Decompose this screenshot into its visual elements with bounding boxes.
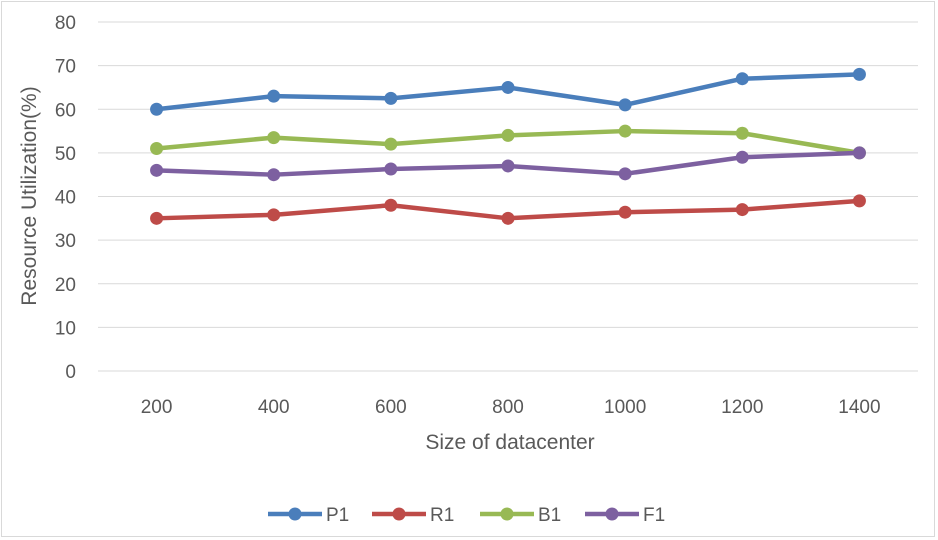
legend-item-b1: B1	[480, 505, 561, 526]
legend-item-p1: P1	[268, 505, 349, 526]
x-tick-label: 1000	[604, 397, 646, 418]
x-tick-label: 800	[492, 397, 524, 418]
y-tick-label: 0	[65, 362, 76, 383]
y-tick-label: 80	[55, 13, 76, 34]
data-point	[735, 150, 749, 164]
data-point	[150, 163, 164, 177]
legend: P1 R1 B1 F1	[268, 505, 665, 526]
legend-marker	[500, 507, 514, 521]
data-point	[852, 146, 866, 160]
data-point	[384, 198, 398, 212]
y-tick-label: 40	[55, 188, 76, 209]
data-point	[501, 211, 515, 225]
data-point	[618, 167, 632, 181]
legend-label: B1	[538, 505, 561, 526]
y-axis-title: Resource Utilization(%)	[18, 86, 41, 305]
data-point	[618, 98, 632, 112]
x-tick-label: 1400	[838, 397, 880, 418]
legend-item-r1: R1	[372, 505, 454, 526]
y-tick-label: 10	[55, 318, 76, 339]
data-point	[735, 72, 749, 86]
x-tick-label: 200	[141, 397, 173, 418]
y-tick-label: 20	[55, 275, 76, 296]
x-axis-title: Size of datacenter	[425, 431, 594, 454]
data-point	[267, 131, 281, 145]
data-point	[150, 211, 164, 225]
data-point	[267, 168, 281, 182]
y-axis-ticks: 0 10 20 30 40 50 60 70 80	[55, 13, 76, 383]
data-point	[618, 124, 632, 138]
data-point	[267, 89, 281, 103]
data-point	[150, 102, 164, 116]
y-tick-label: 30	[55, 231, 76, 252]
y-tick-label: 50	[55, 144, 76, 165]
data-point	[501, 128, 515, 142]
x-axis-ticks: 200 400 600 800 1000 1200 1400	[141, 397, 881, 418]
series-group	[150, 67, 866, 225]
data-point	[384, 137, 398, 151]
data-point	[852, 67, 866, 81]
legend-label: P1	[326, 505, 349, 526]
data-point	[150, 142, 164, 156]
y-tick-label: 70	[55, 57, 76, 78]
data-point	[852, 194, 866, 208]
legend-marker	[392, 507, 406, 521]
data-point	[384, 162, 398, 176]
legend-item-f1: F1	[585, 505, 665, 526]
data-point	[501, 159, 515, 173]
series-b1	[150, 124, 866, 160]
x-tick-label: 600	[375, 397, 407, 418]
legend-label: R1	[430, 505, 454, 526]
series-p1	[150, 67, 866, 116]
series-f1	[150, 146, 866, 182]
x-tick-label: 1200	[721, 397, 763, 418]
data-point	[618, 205, 632, 219]
series-r1	[150, 194, 866, 225]
legend-marker	[288, 507, 302, 521]
data-point	[384, 91, 398, 105]
data-point	[735, 203, 749, 217]
gridlines	[98, 21, 918, 372]
y-tick-label: 60	[55, 100, 76, 121]
x-tick-label: 400	[258, 397, 290, 418]
legend-marker	[605, 507, 619, 521]
data-point	[501, 80, 515, 94]
data-point	[735, 126, 749, 140]
data-point	[267, 208, 281, 222]
legend-label: F1	[643, 505, 665, 526]
